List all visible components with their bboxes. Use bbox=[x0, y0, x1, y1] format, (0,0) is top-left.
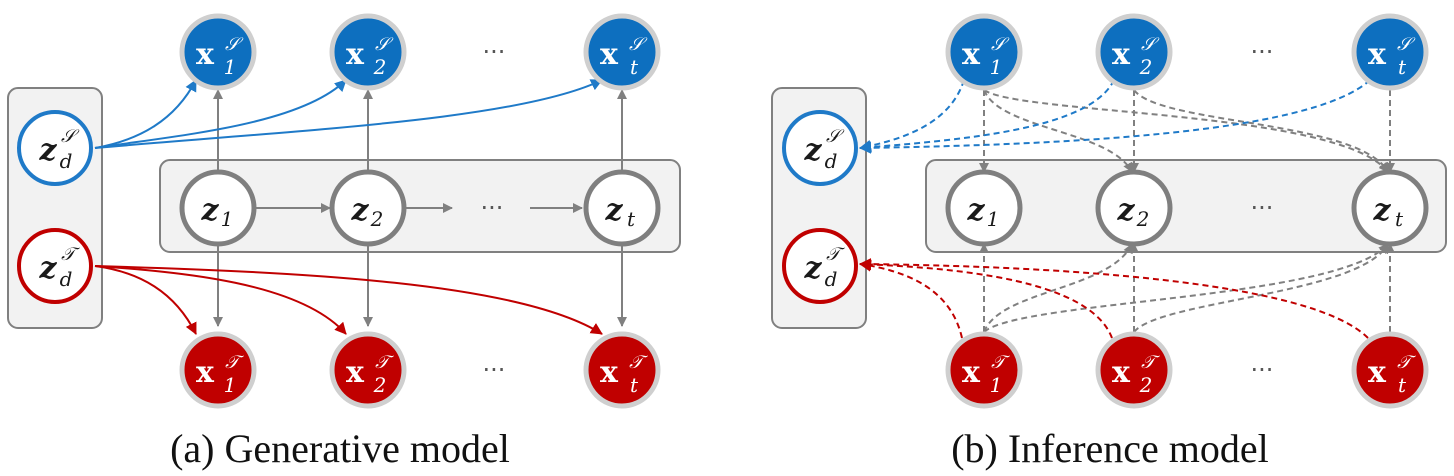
svg-text:1: 1 bbox=[224, 55, 237, 79]
temporal-latent-box bbox=[159, 159, 681, 253]
node-zt: z t bbox=[583, 169, 661, 247]
node-xtt-inference: x 𝒯 t bbox=[1351, 331, 1429, 409]
svg-text:z: z bbox=[803, 133, 822, 168]
svg-text:x: x bbox=[196, 355, 215, 390]
svg-text:t: t bbox=[627, 207, 636, 231]
ellipsis-xs: ··· bbox=[483, 38, 506, 66]
edge-xs2-zt bbox=[1133, 89, 1389, 173]
node-xt1: x 𝒯 1 bbox=[179, 331, 257, 409]
node-z1: z 1 bbox=[179, 169, 257, 247]
svg-text:x: x bbox=[600, 355, 619, 390]
svg-text:d: d bbox=[825, 149, 838, 173]
ellipsis-xs-inference: ··· bbox=[1251, 38, 1274, 66]
svg-text:d: d bbox=[60, 149, 73, 173]
node-z2-inference: z 2 bbox=[1095, 169, 1173, 247]
svg-text:z: z bbox=[966, 193, 985, 228]
node-zd-source-inference: z 𝒮 d bbox=[782, 110, 858, 186]
ellipsis-z-inference: ··· bbox=[1251, 194, 1274, 222]
svg-text:z: z bbox=[1372, 193, 1391, 228]
edge-xst-zds bbox=[859, 79, 1371, 154]
edge-zds-xs2 bbox=[94, 79, 347, 149]
svg-text:z: z bbox=[604, 193, 623, 228]
node-z1-inference: z 1 bbox=[945, 169, 1023, 247]
svg-text:x: x bbox=[1368, 355, 1387, 390]
svg-text:d: d bbox=[60, 267, 73, 291]
edge-xt1-z2 bbox=[983, 243, 1133, 333]
svg-text:t: t bbox=[1395, 207, 1404, 231]
edge-xs1-zds bbox=[859, 79, 965, 152]
svg-text:x: x bbox=[1112, 355, 1131, 390]
svg-text:d: d bbox=[825, 267, 838, 291]
svg-text:z: z bbox=[350, 193, 369, 228]
svg-text:1: 1 bbox=[221, 207, 234, 231]
node-xs1-inference: x 𝒮 1 bbox=[945, 13, 1023, 91]
edge-zdt-xt1 bbox=[94, 265, 197, 335]
svg-text:1: 1 bbox=[990, 55, 1003, 79]
node-xs1: x 𝒮 1 bbox=[179, 13, 257, 91]
svg-text:1: 1 bbox=[224, 373, 237, 397]
edge-xtt-zdt bbox=[859, 258, 1369, 339]
svg-text:1: 1 bbox=[987, 207, 1000, 231]
node-xs2: x 𝒮 2 bbox=[329, 13, 407, 91]
node-xs2-inference: x 𝒮 2 bbox=[1095, 13, 1173, 91]
svg-text:x: x bbox=[600, 37, 619, 72]
svg-text:2: 2 bbox=[1139, 373, 1153, 397]
svg-text:x: x bbox=[1368, 37, 1387, 72]
node-zd-source: z 𝒮 d bbox=[17, 110, 93, 186]
svg-text:t: t bbox=[1398, 373, 1407, 397]
ellipsis-z: ··· bbox=[481, 194, 504, 222]
svg-text:2: 2 bbox=[373, 373, 387, 397]
node-xst-inference: x 𝒮 t bbox=[1351, 13, 1429, 91]
node-xt1-inference: x 𝒯 1 bbox=[945, 331, 1023, 409]
svg-text:x: x bbox=[196, 37, 215, 72]
svg-text:x: x bbox=[962, 37, 981, 72]
svg-text:x: x bbox=[346, 355, 365, 390]
node-xt2-inference: x 𝒯 2 bbox=[1095, 331, 1173, 409]
ellipsis-xt-inference: ··· bbox=[1251, 356, 1274, 384]
edge-xt1-zt bbox=[983, 243, 1389, 333]
temporal-latent-box-inference bbox=[925, 159, 1447, 253]
svg-text:t: t bbox=[630, 55, 639, 79]
caption-generative: (a) Generative model bbox=[170, 426, 510, 471]
ellipsis-xt: ··· bbox=[483, 356, 506, 384]
svg-text:1: 1 bbox=[990, 373, 1003, 397]
svg-text:2: 2 bbox=[1136, 207, 1150, 231]
svg-text:z: z bbox=[38, 133, 57, 168]
svg-text:z: z bbox=[803, 251, 822, 286]
svg-text:x: x bbox=[1112, 37, 1131, 72]
node-xst: x 𝒮 t bbox=[583, 13, 661, 91]
node-xtt: x 𝒯 t bbox=[583, 331, 661, 409]
edge-zds-xs1 bbox=[94, 79, 197, 149]
svg-text:t: t bbox=[1398, 55, 1407, 79]
edge-zdt-xt2 bbox=[94, 265, 347, 335]
node-xt2: x 𝒯 2 bbox=[329, 331, 407, 409]
svg-text:x: x bbox=[962, 355, 981, 390]
edge-xs2-zds bbox=[859, 79, 1115, 154]
svg-text:2: 2 bbox=[1139, 55, 1153, 79]
svg-text:z: z bbox=[1116, 193, 1135, 228]
caption-inference: (b) Inference model bbox=[951, 426, 1269, 471]
node-zt-inference: z t bbox=[1351, 169, 1429, 247]
edge-zds-xst bbox=[94, 79, 603, 149]
generative-model-panel: x 𝒮 1 x 𝒮 2 ··· x 𝒮 t z 1 z 2 ··· bbox=[7, 13, 681, 471]
svg-text:z: z bbox=[200, 193, 219, 228]
edge-zdt-xtt bbox=[94, 265, 603, 335]
inference-model-panel: x 𝒮 1 x 𝒮 2 ··· x 𝒮 t z 1 z 2 ··· bbox=[771, 13, 1447, 471]
svg-text:2: 2 bbox=[373, 55, 387, 79]
node-z2: z 2 bbox=[329, 169, 407, 247]
svg-text:x: x bbox=[346, 37, 365, 72]
svg-text:2: 2 bbox=[370, 207, 384, 231]
edge-xt2-zt bbox=[1133, 243, 1389, 333]
node-zd-target-inference: z 𝒯 d bbox=[782, 228, 858, 304]
svg-text:t: t bbox=[630, 373, 639, 397]
edge-xt2-zdt bbox=[859, 258, 1113, 339]
svg-text:z: z bbox=[38, 251, 57, 286]
edge-xt1-zdt bbox=[859, 259, 963, 339]
edge-xs1-zt bbox=[983, 89, 1389, 173]
edge-xs1-z2 bbox=[983, 89, 1133, 173]
node-zd-target: z 𝒯 d bbox=[17, 228, 93, 304]
